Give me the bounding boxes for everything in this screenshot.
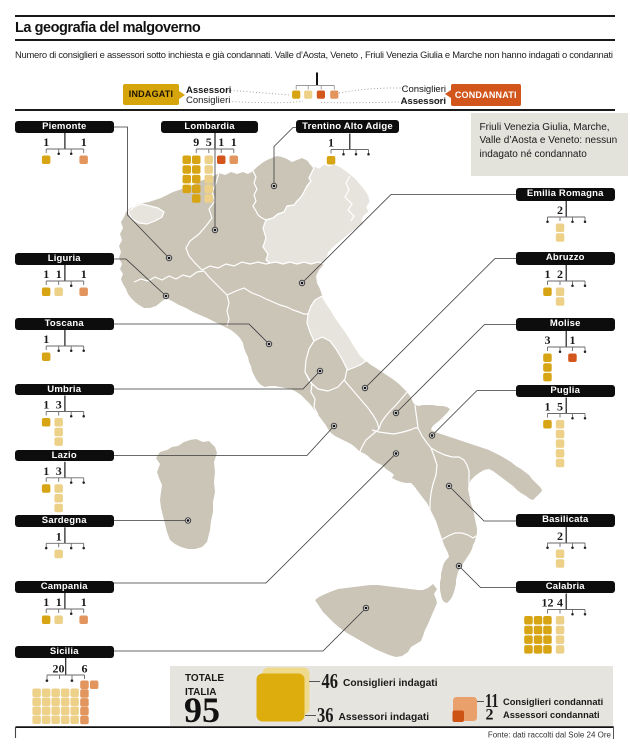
svg-text:9: 9 (193, 135, 199, 149)
svg-text:20: 20 (53, 662, 65, 676)
svg-text:3: 3 (545, 333, 551, 347)
svg-text:1: 1 (56, 529, 62, 543)
svg-text:12: 12 (542, 596, 554, 610)
svg-text:Assessori condannati: Assessori condannati (503, 710, 600, 720)
svg-text:3: 3 (56, 464, 62, 478)
svg-text:2: 2 (486, 707, 494, 724)
svg-text:Assessori indagati: Assessori indagati (339, 712, 430, 723)
svg-text:5: 5 (206, 135, 212, 149)
svg-text:2: 2 (557, 267, 563, 281)
svg-text:Consiglieri indagati: Consiglieri indagati (343, 678, 438, 689)
svg-text:2: 2 (557, 203, 563, 217)
svg-text:1: 1 (56, 595, 62, 609)
svg-text:3: 3 (56, 398, 62, 412)
svg-text:36: 36 (317, 703, 334, 727)
svg-text:1: 1 (43, 595, 49, 609)
svg-text:5: 5 (557, 400, 563, 414)
svg-text:11: 11 (485, 691, 499, 712)
svg-text:4: 4 (557, 596, 563, 610)
svg-text:1: 1 (43, 267, 49, 281)
svg-text:1: 1 (545, 267, 551, 281)
svg-text:1: 1 (231, 135, 237, 149)
svg-text:1: 1 (328, 136, 334, 150)
svg-text:1: 1 (56, 267, 62, 281)
svg-text:1: 1 (43, 398, 49, 412)
svg-text:1: 1 (81, 595, 87, 609)
svg-text:Consiglieri condannati: Consiglieri condannati (503, 697, 603, 707)
svg-text:Fonte: dati raccolti dal Sole: Fonte: dati raccolti dal Sole 24 Ore (488, 731, 612, 740)
svg-text:2: 2 (557, 529, 563, 543)
svg-text:1: 1 (218, 135, 224, 149)
svg-text:1: 1 (545, 400, 551, 414)
svg-text:1: 1 (570, 333, 576, 347)
svg-text:1: 1 (43, 135, 49, 149)
svg-text:1: 1 (43, 332, 49, 346)
svg-text:46: 46 (322, 669, 339, 693)
svg-text:1: 1 (43, 464, 49, 478)
svg-text:6: 6 (82, 662, 88, 676)
svg-text:1: 1 (81, 135, 87, 149)
svg-text:1: 1 (81, 267, 87, 281)
